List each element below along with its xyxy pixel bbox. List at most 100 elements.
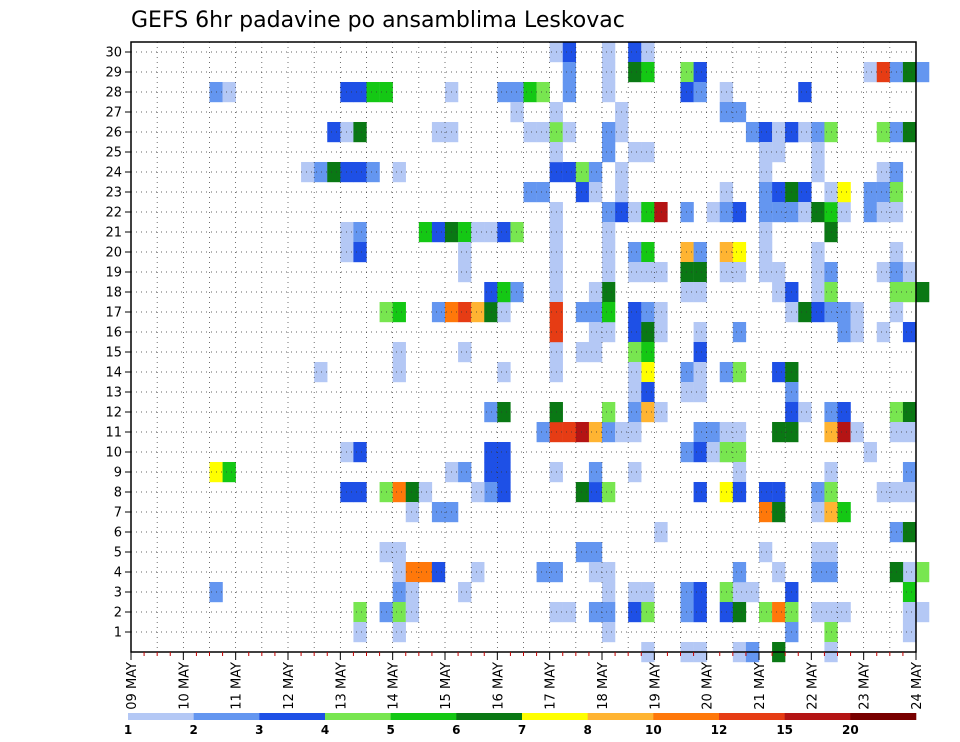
- colorbar-swatch: [719, 713, 785, 720]
- heatmap-cell: [772, 202, 786, 223]
- heatmap-cell: [510, 222, 524, 243]
- heatmap-cell: [602, 222, 616, 243]
- x-tick-label: 11 MAY: [230, 662, 245, 710]
- heatmap-cell: [732, 362, 747, 383]
- heatmap-cell: [405, 482, 420, 503]
- heatmap-cell: [588, 282, 603, 303]
- heatmap-cell: [693, 282, 707, 303]
- y-tick-label: 2: [114, 606, 122, 621]
- y-tick-label: 11: [105, 426, 122, 441]
- heatmap-cell: [405, 602, 420, 623]
- heatmap-cell: [798, 122, 812, 143]
- heatmap-cell: [693, 262, 707, 283]
- heatmap-cell: [902, 522, 917, 543]
- heatmap-cell: [353, 622, 367, 643]
- heatmap-cell: [523, 122, 537, 143]
- heatmap-cell: [484, 222, 498, 243]
- colorbar-label: 7: [518, 723, 526, 737]
- heatmap-cell: [745, 122, 760, 143]
- heatmap-cell: [863, 62, 877, 83]
- heatmap-cell: [680, 362, 694, 383]
- colorbar-label: 4: [321, 723, 329, 737]
- heatmap-cell: [484, 462, 498, 483]
- heatmap-cell: [680, 262, 694, 283]
- heatmap-cell: [811, 202, 825, 223]
- colorbar-swatch: [128, 713, 194, 720]
- heatmap-cell: [628, 302, 642, 323]
- heatmap-cell: [641, 142, 655, 163]
- heatmap-cell: [863, 202, 877, 223]
- y-tick-label: 17: [105, 306, 122, 321]
- heatmap-cell: [641, 62, 655, 83]
- heatmap-cell: [902, 562, 917, 583]
- heatmap-cell: [484, 282, 498, 303]
- heatmap-cell: [732, 262, 747, 283]
- heatmap-cell: [772, 182, 786, 203]
- heatmap-cell: [536, 82, 550, 103]
- heatmap-cell: [876, 322, 891, 343]
- heatmap-cell: [562, 122, 577, 143]
- heatmap-cell: [353, 122, 367, 143]
- heatmap-cell: [680, 82, 694, 103]
- y-tick-label: 22: [105, 206, 122, 221]
- heatmap-cell: [850, 322, 864, 343]
- heatmap-cell: [693, 342, 707, 363]
- heatmap-cell: [366, 162, 380, 183]
- heatmap-cell: [510, 282, 524, 303]
- heatmap-cell: [628, 142, 642, 163]
- y-tick-label: 26: [105, 126, 122, 141]
- colorbar-label: 1: [124, 723, 132, 737]
- y-tick-label: 24: [105, 166, 122, 181]
- y-tick-label: 30: [105, 46, 122, 61]
- y-tick-label: 16: [105, 326, 122, 341]
- heatmap-cell: [405, 502, 420, 523]
- heatmap-cell: [732, 582, 747, 603]
- heatmap-cell: [588, 342, 603, 363]
- heatmap-cell: [759, 262, 773, 283]
- heatmap-cell: [392, 582, 406, 603]
- colorbar-swatch: [259, 713, 326, 720]
- heatmap-cell: [602, 562, 616, 583]
- heatmap-cell: [602, 402, 616, 423]
- heatmap-cell: [902, 582, 917, 603]
- heatmap-cell: [680, 202, 694, 223]
- heatmap-cell: [602, 622, 616, 643]
- heatmap-cell: [837, 302, 851, 323]
- heatmap-cell: [602, 322, 616, 343]
- heatmap-cell: [772, 362, 786, 383]
- heatmap-cell: [628, 242, 642, 263]
- heatmap-cell: [850, 422, 864, 443]
- heatmap-cell: [628, 402, 642, 423]
- heatmap-cell: [693, 602, 707, 623]
- heatmap-cell: [222, 82, 236, 103]
- heatmap-cell: [693, 482, 707, 503]
- heatmap-cell: [706, 442, 720, 463]
- heatmap-cell: [772, 562, 786, 583]
- heatmap-cell: [497, 362, 511, 383]
- heatmap-cell: [392, 542, 406, 563]
- colorbar-swatch: [325, 713, 391, 720]
- heatmap-cell: [876, 122, 891, 143]
- heatmap-cell: [693, 242, 707, 263]
- heatmap-cell: [876, 202, 891, 223]
- heatmap-cell: [562, 82, 577, 103]
- heatmap-cell: [602, 142, 616, 163]
- heatmap-cell: [876, 62, 891, 83]
- heatmap-cell: [588, 542, 603, 563]
- x-tick-label: 13 MAY: [334, 662, 349, 710]
- heatmap-cell: [732, 202, 747, 223]
- heatmap-cell: [876, 182, 891, 203]
- heatmap-cell: [772, 502, 786, 523]
- colorbar-swatch: [456, 713, 523, 720]
- heatmap-cell: [628, 42, 642, 63]
- y-tick-label: 1: [114, 626, 122, 641]
- heatmap-cell: [641, 342, 655, 363]
- heatmap-cell: [798, 182, 812, 203]
- colorbar-label: 5: [386, 723, 394, 737]
- heatmap-cell: [588, 562, 603, 583]
- heatmap-cell: [602, 242, 616, 263]
- x-tick-label: 20 MAY: [701, 662, 716, 710]
- heatmap-cell: [654, 302, 668, 323]
- heatmap-cell: [641, 302, 655, 323]
- heatmap-cell: [458, 262, 472, 283]
